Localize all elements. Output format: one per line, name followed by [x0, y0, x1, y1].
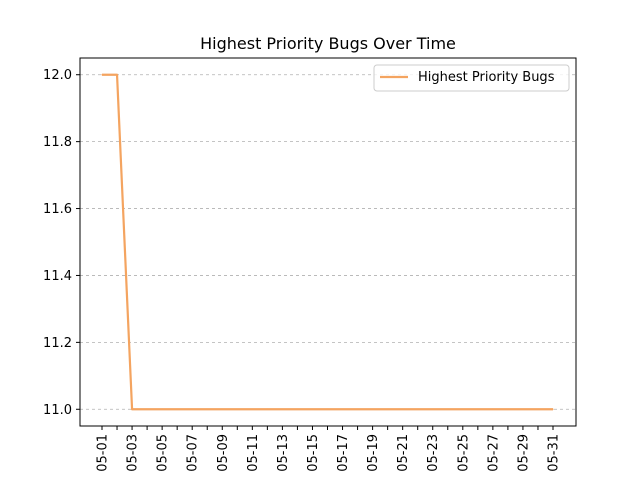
x-axis: 05-01 05-03 05-05 05-07 05-09 05-11 05-13 05-15…: [96, 426, 562, 472]
data-point: [447, 408, 449, 410]
data-point: [146, 408, 148, 410]
x-tick-label: 05-03: [126, 434, 141, 472]
data-point: [176, 408, 178, 410]
x-tick-label: 05-07: [186, 434, 201, 472]
x-tick-label: 05-27: [486, 434, 501, 472]
series-layer: [101, 73, 554, 411]
x-tick-label: 05-01: [96, 434, 111, 472]
data-point: [131, 408, 133, 410]
data-point: [236, 408, 238, 410]
data-point: [417, 408, 419, 410]
data-point: [116, 74, 118, 76]
data-point: [341, 408, 344, 410]
plot-frame: [79, 57, 577, 427]
y-tick-label: 11.4: [43, 269, 72, 284]
data-point: [522, 408, 524, 410]
y-axis: 11.0 11.2 11.4 11.6 11.8 12.0: [43, 68, 80, 418]
data-point: [266, 408, 268, 410]
data-point: [191, 408, 193, 410]
y-tick-label: 12.0: [43, 68, 72, 83]
data-point: [432, 408, 434, 410]
legend: Highest Priority Bugs: [373, 64, 570, 92]
data-point: [296, 408, 299, 410]
data-point: [462, 408, 464, 410]
data-point: [251, 408, 253, 410]
data-point: [477, 408, 479, 410]
data-point: [387, 408, 389, 410]
data-point: [311, 408, 314, 410]
data-point: [372, 408, 374, 410]
y-tick-label: 11.8: [43, 135, 72, 150]
x-tick-label: 05-15: [306, 434, 321, 472]
x-tick-label: 05-11: [246, 434, 261, 472]
y-tick-label: 11.6: [43, 202, 72, 217]
data-point: [537, 408, 539, 410]
x-tick-label: 05-05: [156, 434, 171, 472]
data-point: [507, 408, 509, 410]
data-point: [356, 408, 359, 410]
y-tick-label: 11.0: [43, 403, 72, 418]
x-tick-label: 05-23: [426, 434, 441, 472]
x-tick-label: 05-29: [516, 434, 531, 472]
x-tick-label: 05-21: [396, 434, 411, 472]
chart-title: Highest Priority Bugs Over Time: [200, 34, 456, 53]
data-point: [326, 408, 329, 410]
data-point: [161, 408, 163, 410]
legend-box: [373, 64, 570, 92]
data-point: [101, 74, 103, 76]
data-point: [552, 408, 554, 410]
x-tick-label: 05-17: [336, 434, 351, 472]
data-point: [492, 408, 494, 410]
x-tick-label: 05-25: [456, 434, 471, 472]
x-tick-label: 05-31: [547, 434, 562, 472]
y-tick-label: 11.2: [43, 336, 72, 351]
data-point: [206, 408, 208, 410]
data-point: [402, 408, 404, 410]
x-tick-label: 05-13: [276, 434, 291, 472]
data-point: [221, 408, 223, 410]
legend-label: Highest Priority Bugs: [418, 70, 555, 85]
x-tick-label: 05-09: [216, 434, 231, 472]
data-point: [281, 408, 283, 410]
x-tick-label: 05-19: [366, 434, 381, 472]
